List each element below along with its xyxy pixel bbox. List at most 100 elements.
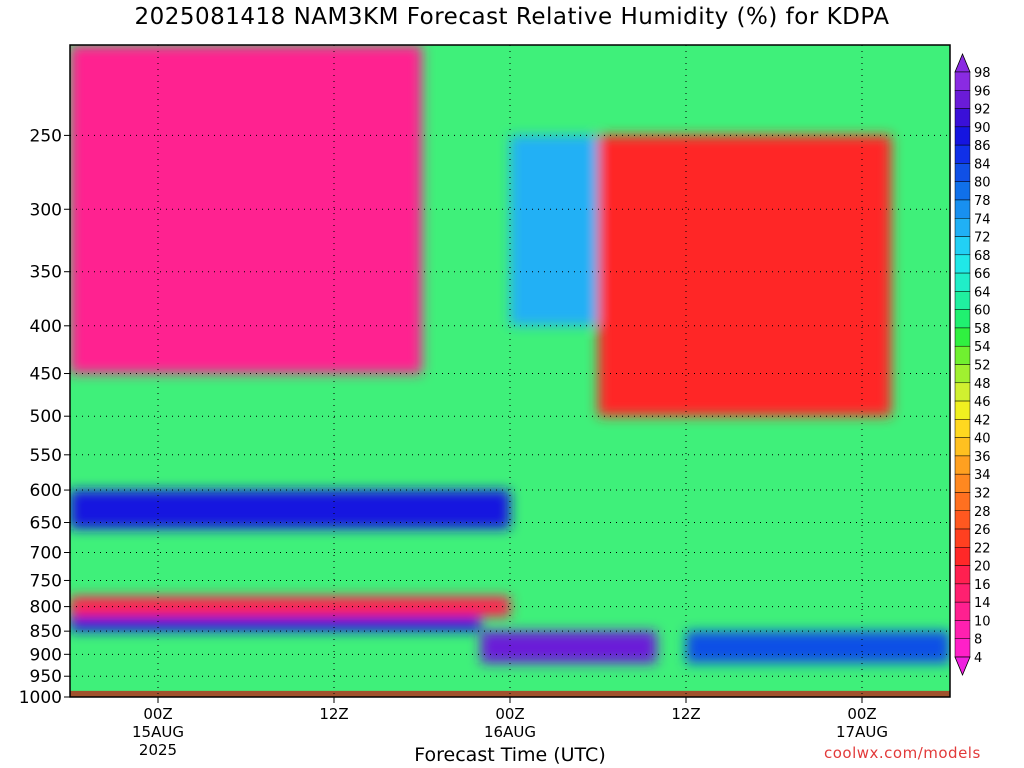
x-tick-label: 12Z [319,705,348,723]
y-tick-label: 400 [30,317,62,337]
y-tick-label: 900 [30,645,62,665]
colorbar-label: 68 [974,249,991,264]
colorbar-label: 96 [974,84,991,99]
colorbar-label: 32 [974,486,991,501]
colorbar-swatch [954,455,971,475]
colorbar-swatch [954,528,971,548]
grid-lines [70,45,950,697]
credit-link[interactable]: coolwx.com/models [824,744,981,762]
colorbar: 9896929086848078747268666460585452484642… [954,52,991,677]
colorbar-label: 58 [974,322,991,337]
colorbar-label: 84 [974,157,991,172]
colorbar-label: 86 [974,139,991,154]
humidity-region-4 [70,596,510,617]
colorbar-label: 60 [974,304,991,319]
colorbar-swatch [954,181,971,201]
colorbar-label: 22 [974,541,991,556]
colorbar-label: 34 [974,468,991,483]
y-tick-label: 250 [30,126,62,146]
colorbar-swatch [954,547,971,566]
colorbar-swatch [954,218,971,237]
humidity-region-1 [510,135,598,326]
x-tick-label: 16AUG [484,723,536,741]
colorbar-label: 72 [974,231,991,246]
colorbar-swatch [954,565,971,585]
colorbar-swatch [954,400,971,420]
colorbar-swatch [954,601,971,621]
colorbar-label: 40 [974,432,991,447]
colorbar-swatch [954,382,971,402]
colorbar-label: 10 [974,614,991,629]
y-tick-label: 450 [30,365,62,385]
y-tick-label: 500 [30,407,62,427]
y-tick-label: 700 [30,544,62,564]
y-tick-label: 550 [30,446,62,466]
chart-title: 2025081418 NAM3KM Forecast Relative Humi… [134,4,890,30]
colorbar-swatch [954,163,971,182]
x-tick-label: 15AUG [132,723,184,741]
y-tick-label: 750 [30,571,62,591]
y-tick-label: 300 [30,200,62,220]
colorbar-label: 20 [974,560,991,575]
humidity-region-7 [686,631,950,664]
colorbar-swatch [954,126,971,146]
y-tick-label: 800 [30,598,62,618]
x-tick-label: 17AUG [836,723,888,741]
colorbar-label: 66 [974,267,991,282]
y-tick-label: 350 [30,263,62,283]
colorbar-label: 64 [974,285,991,300]
x-tick-label: 00Z [847,705,876,723]
colorbar-swatch [954,345,971,365]
colorbar-top-arrow [954,52,971,73]
colorbar-label: 16 [974,578,991,593]
colorbar-label: 14 [974,596,991,611]
y-axis: 250 300 350 400 450 500 550 600 650 700 750 800 850 9… [19,126,70,708]
colorbar-swatch [954,620,971,639]
colorbar-label: 28 [974,505,991,520]
colorbar-label: 8 [974,633,982,648]
colorbar-label: 80 [974,176,991,191]
plot-background [70,45,950,697]
colorbar-label: 42 [974,413,991,428]
colorbar-swatch [954,291,971,310]
x-tick-label: 00Z [495,705,524,723]
humidity-region-5 [70,616,481,632]
colorbar-swatch [954,309,971,329]
y-tick-label: 850 [30,622,62,642]
colorbar-label: 54 [974,340,991,355]
colorbar-label: 74 [974,212,991,227]
colorbar-swatch [954,254,971,274]
colorbar-label: 46 [974,395,991,410]
colorbar-label: 92 [974,103,991,118]
colorbar-swatch [954,583,971,603]
colorbar-swatch [954,71,971,91]
colorbar-swatch [954,144,971,164]
colorbar-label: 26 [974,523,991,538]
y-tick-label: 650 [30,513,62,533]
x-tick-label: 00Z [143,705,172,723]
colorbar-swatch [954,638,971,658]
colorbar-swatch [954,272,971,292]
humidity-region-2 [598,135,892,417]
colorbar-label: 52 [974,359,991,374]
colorbar-label: 78 [974,194,991,209]
colorbar-label: 90 [974,121,991,136]
colorbar-swatch [954,437,971,457]
colorbar-swatch [954,327,971,347]
x-tick-label: 2025 [139,741,177,759]
colorbar-bottom-arrow [954,656,971,677]
colorbar-label: 4 [974,651,982,666]
y-tick-label: 600 [30,481,62,501]
y-tick-label: 950 [30,667,62,687]
x-tick-label: 12Z [671,705,700,723]
colorbar-label: 36 [974,450,991,465]
x-axis-label: Forecast Time (UTC) [414,744,606,766]
y-tick-label: 1000 [19,688,62,708]
colorbar-swatch [954,419,971,438]
colorbar-label: 48 [974,377,991,392]
humidity-field [70,45,950,664]
humidity-region-6 [480,631,657,664]
colorbar-swatch [954,236,971,256]
